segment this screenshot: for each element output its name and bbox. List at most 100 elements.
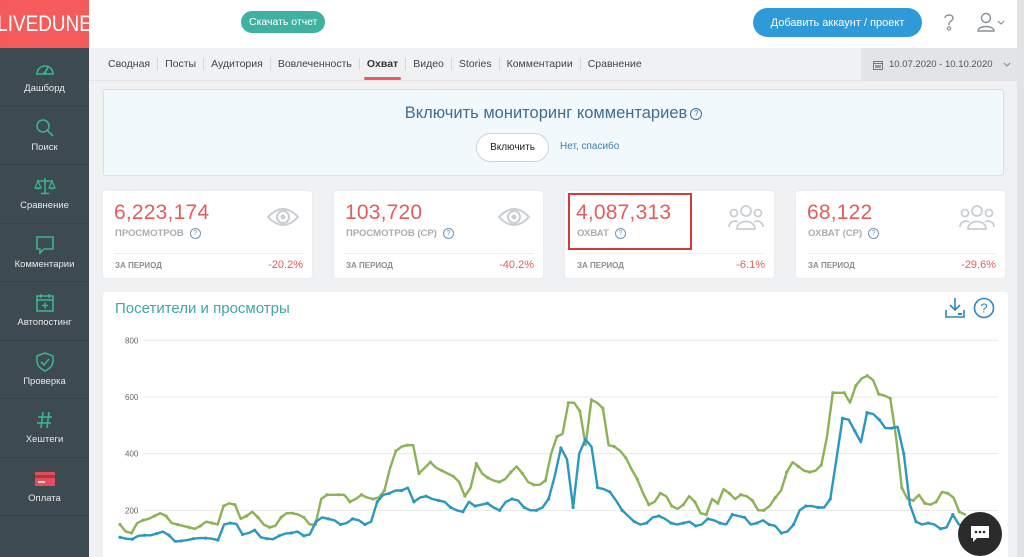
stat-label-text: ОХВАТ (СР) <box>808 228 863 239</box>
chevron-down-icon <box>1003 62 1010 67</box>
divider <box>807 253 996 254</box>
period-label: ЗА ПЕРИОД <box>577 261 624 270</box>
svg-text:?: ? <box>980 301 987 316</box>
svg-text:600: 600 <box>125 393 139 402</box>
stat-delta: -6.1% <box>736 259 765 271</box>
date-range-value: 10.07.2020 - 10.10.2020 <box>889 59 993 70</box>
stat-label-text: ПРОСМОТРОВ (СР) <box>346 228 437 239</box>
tab-audience[interactable]: Аудитория <box>211 58 263 70</box>
svg-text:200: 200 <box>125 506 139 515</box>
question-icon[interactable]: ? <box>868 228 880 239</box>
period-label: ЗА ПЕРИОД <box>346 261 393 270</box>
credit-card-icon <box>34 469 56 489</box>
comment-icon <box>34 235 56 255</box>
date-range-picker[interactable]: 10.07.2020 - 10.10.2020 <box>861 48 1017 81</box>
banner-title-text: Включить мониторинг комментариев <box>404 104 688 122</box>
stat-value: 4,087,313 <box>576 201 672 224</box>
stat-label: ПРОСМОТРОВ (СР)? <box>346 228 454 239</box>
tab-divider <box>579 58 581 70</box>
tab-summary[interactable]: Сводная <box>108 58 151 70</box>
highlight-box <box>568 193 692 250</box>
divider <box>576 253 765 254</box>
eye-icon <box>266 203 300 231</box>
question-icon[interactable]: ? <box>614 228 626 239</box>
sidebar-item-label: Сравнение <box>20 200 69 212</box>
tab-divider <box>450 58 452 70</box>
search-icon <box>34 118 56 138</box>
tab-divider <box>405 58 407 70</box>
sidebar-item-autoposting[interactable]: Автопостинг <box>0 282 89 341</box>
sidebar-item-hashtags[interactable]: Хештеги <box>0 399 89 458</box>
stat-card-reach: 4,087,313 ОХВАТ? ЗА ПЕРИОД -6.1% <box>565 191 774 278</box>
hashtag-icon <box>34 410 56 430</box>
tab-comments[interactable]: Комментарии <box>506 58 573 70</box>
tabs-bar: Сводная Посты Аудитория Вовлеченность Ох… <box>89 48 1017 81</box>
question-icon[interactable]: ? <box>189 228 201 239</box>
sidebar-item-label: Комментарии <box>14 258 75 270</box>
divider <box>345 253 534 254</box>
download-report-button[interactable]: Скачать отчет <box>241 11 326 33</box>
stat-label: ОХВАТ? <box>577 228 626 239</box>
sidebar-item-label: Проверка <box>23 375 66 387</box>
sidebar-item-dashboard[interactable]: Дашборд <box>0 48 89 107</box>
calendar-plus-icon <box>34 293 56 313</box>
divider <box>114 253 303 254</box>
stat-delta: -20.2% <box>268 259 303 271</box>
stat-delta: -29.6% <box>961 259 996 271</box>
sidebar-item-payment[interactable]: Оплата <box>0 458 89 516</box>
tab-divider <box>203 58 205 70</box>
tab-divider <box>498 58 500 70</box>
users-icon <box>728 203 764 231</box>
download-icon[interactable] <box>944 297 966 319</box>
sidebar-item-label: Дашборд <box>24 83 65 95</box>
tab-video[interactable]: Видео <box>413 58 444 70</box>
tab-stories[interactable]: Stories <box>458 58 492 70</box>
stat-delta: -40.2% <box>499 259 534 271</box>
chart-title: Посетители и просмотры <box>115 300 290 317</box>
tab-comparison[interactable]: Сравнение <box>587 58 642 70</box>
sidebar-item-search[interactable]: Поиск <box>0 107 89 165</box>
stat-label: ОХВАТ (СР)? <box>808 228 880 239</box>
enable-button[interactable]: Включить <box>476 133 549 162</box>
sidebar-item-label: Оплата <box>28 492 61 504</box>
question-icon[interactable]: ? <box>442 228 454 239</box>
sidebar-item-check[interactable]: Проверка <box>0 341 89 399</box>
stat-value: 103,720 <box>345 201 423 224</box>
logo[interactable]: LIVEDUNE <box>0 0 89 48</box>
add-account-button[interactable]: Добавить аккаунт / проект <box>753 8 922 37</box>
tab-reach[interactable]: Охват <box>360 48 405 81</box>
stat-label-text: ПРОСМОТРОВ <box>115 228 184 239</box>
stat-value: 68,122 <box>807 201 873 224</box>
sidebar-item-comments[interactable]: Комментарии <box>0 224 89 282</box>
page-scrollbar[interactable] <box>1017 0 1024 557</box>
question-icon[interactable] <box>941 12 957 32</box>
tab-engagement[interactable]: Вовлеченность <box>277 58 352 70</box>
sidebar-item-compare[interactable]: Сравнение <box>0 165 89 224</box>
tab-posts[interactable]: Посты <box>165 58 197 70</box>
question-icon[interactable]: ? <box>690 108 703 120</box>
tab-divider <box>358 58 360 70</box>
shield-check-icon <box>34 351 56 372</box>
line-chart: 200 400 600 800 <box>118 336 998 543</box>
svg-text:800: 800 <box>125 336 139 345</box>
tab-divider <box>269 58 271 70</box>
stat-label: ПРОСМОТРОВ? <box>115 228 201 239</box>
sidebar: LIVEDUNE Дашборд Поиск Сравнение Коммент… <box>0 0 89 557</box>
user-menu[interactable] <box>977 12 1007 32</box>
users-icon <box>959 203 995 231</box>
stat-card-views: 6,223,174 ПРОСМОТРОВ? ЗА ПЕРИОД -20.2% <box>103 191 312 278</box>
decline-link[interactable]: Нет, спасибо <box>560 141 620 152</box>
chat-button[interactable] <box>958 512 1002 556</box>
sidebar-item-label: Хештеги <box>25 434 64 446</box>
user-icon <box>977 12 1005 32</box>
period-label: ЗА ПЕРИОД <box>115 261 162 270</box>
question-icon[interactable]: ? <box>973 297 995 319</box>
logo-area[interactable]: LIVEDUNE <box>0 0 89 48</box>
stat-card-views-avg: 103,720 ПРОСМОТРОВ (СР)? ЗА ПЕРИОД -40.2… <box>334 191 543 278</box>
sidebar-item-label: Поиск <box>31 141 58 153</box>
banner-title: Включить мониторинг комментариев? <box>104 104 1003 123</box>
chart-panel: Посетители и просмотры ? 200 400 600 800 <box>103 292 1008 557</box>
sidebar-item-label: Автопостинг <box>17 317 72 329</box>
scales-icon <box>33 176 56 196</box>
